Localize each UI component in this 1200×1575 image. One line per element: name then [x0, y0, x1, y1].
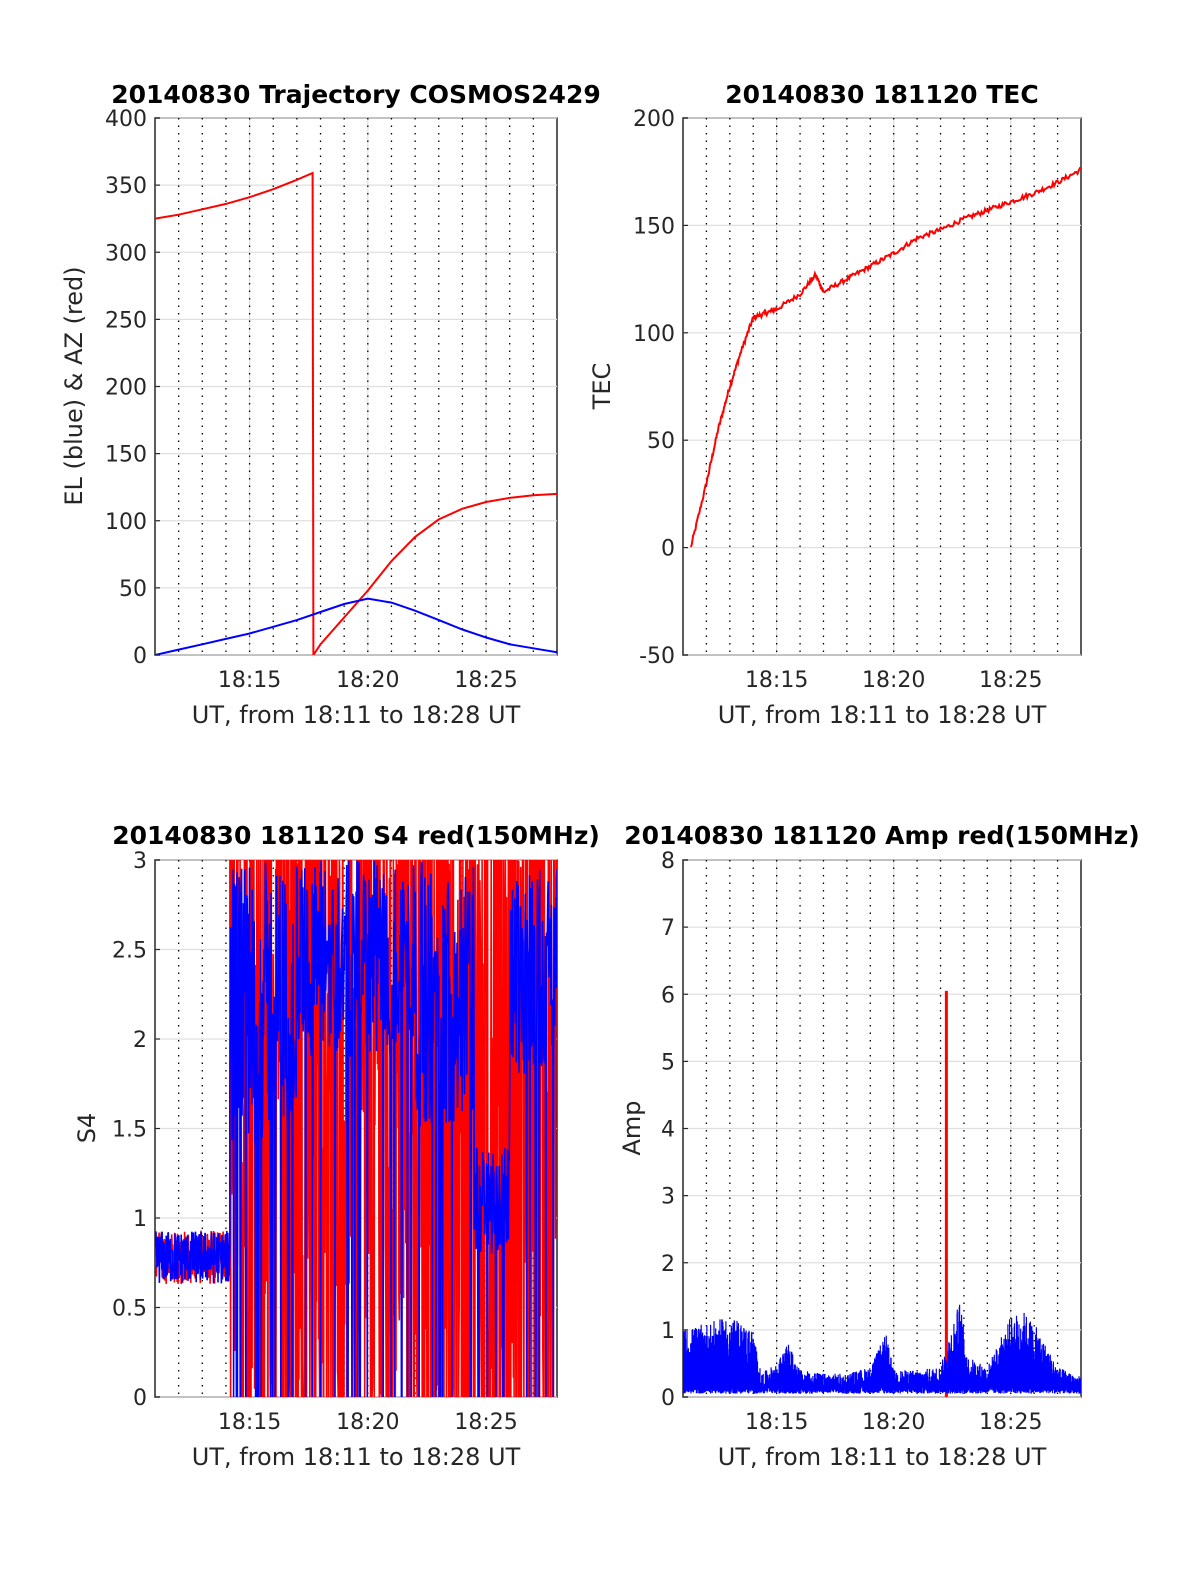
data-layer	[689, 166, 1081, 548]
x-tick-label: 18:15	[745, 1410, 808, 1435]
y-tick-label: 250	[105, 308, 147, 333]
y-tick-label: 4	[661, 1118, 675, 1143]
x-tick-label: 18:25	[979, 668, 1042, 693]
y-tick-label: 2.5	[112, 939, 147, 964]
series-line-blue	[155, 597, 557, 655]
y-tick-label: 0.5	[112, 1297, 147, 1322]
x-tick-label: 18:15	[745, 668, 808, 693]
x-tick-label: 18:20	[862, 1410, 925, 1435]
x-tick-label: 18:15	[218, 1410, 281, 1435]
chart-trajectory: 0 50 100 150 200 250 300 350 400 18:15 18:20 18:25 U…	[60, 80, 601, 729]
y-tick-label: 3	[661, 1185, 675, 1210]
y-axis-label: EL (blue) & AZ (red)	[60, 266, 88, 505]
x-tick-label: 18:20	[336, 1410, 399, 1435]
x-axis-label: UT, from 18:11 to 18:28 UT	[192, 1443, 521, 1471]
y-tick-label: 100	[105, 510, 147, 535]
y-tick-label: 50	[119, 577, 147, 602]
y-tick-label: 50	[647, 429, 675, 454]
chart-amp: 0 1 2 3 4 5 6 7 8 18:15 18:20 18:25 UT, from 18:11 t…	[618, 821, 1140, 1471]
chart-title: 20140830 181120 Amp red(150MHz)	[624, 821, 1140, 850]
y-tick-label: -50	[639, 644, 675, 669]
x-tick-label: 18:25	[979, 1410, 1042, 1435]
chart-title: 20140830 181120 S4 red(150MHz)	[112, 821, 600, 850]
y-tick-label: 1	[133, 1207, 147, 1232]
series-line-red	[689, 166, 1081, 548]
x-tick-label: 18:25	[454, 1410, 517, 1435]
y-tick-label: 5	[661, 1050, 675, 1075]
axes-box	[682, 117, 1082, 656]
y-axis-label: S4	[73, 1113, 101, 1144]
x-tick-label: 18:15	[218, 668, 281, 693]
y-tick-label: 2	[133, 1028, 147, 1053]
y-tick-label: 1	[661, 1319, 675, 1344]
y-tick-label: 0	[133, 644, 147, 669]
y-tick-label: 200	[633, 107, 675, 132]
x-axis-label: UT, from 18:11 to 18:28 UT	[718, 701, 1047, 729]
y-tick-label: 6	[661, 983, 675, 1008]
y-axis-label: TEC	[588, 363, 616, 411]
series-line-blue	[683, 1304, 1081, 1394]
x-tick-label: 18:25	[454, 668, 517, 693]
y-tick-label: 100	[633, 322, 675, 347]
y-tick-label: 300	[105, 241, 147, 266]
y-tick-label: 150	[105, 443, 147, 468]
y-tick-label: 0	[661, 537, 675, 562]
x-axis-label: UT, from 18:11 to 18:28 UT	[718, 1443, 1047, 1471]
data-layer	[155, 860, 557, 1397]
x-axis-label: UT, from 18:11 to 18:28 UT	[192, 701, 521, 729]
y-tick-label: 2	[661, 1252, 675, 1277]
x-tick-label: 18:20	[862, 668, 925, 693]
y-axis-label: Amp	[618, 1100, 646, 1155]
y-tick-label: 7	[661, 916, 675, 941]
y-tick-label: 150	[633, 214, 675, 239]
y-tick-label: 200	[105, 376, 147, 401]
chart-s4: 0 0.5 1 1.5 2 2.5 3 18:15 18:20 18:25 UT, from 18:…	[73, 821, 600, 1471]
chart-title: 20140830 181120 TEC	[725, 80, 1038, 109]
x-tick-label: 18:20	[336, 668, 399, 693]
chart-tec: -50 0 50 100 150 200 18:15 18:20 18:25 UT, from 1…	[588, 80, 1082, 729]
y-tick-label: 8	[661, 849, 675, 874]
y-tick-label: 400	[105, 107, 147, 132]
data-layer	[155, 171, 557, 655]
y-tick-label: 1.5	[112, 1118, 147, 1143]
y-tick-label: 0	[133, 1386, 147, 1411]
y-tick-label: 0	[661, 1386, 675, 1411]
y-tick-label: 350	[105, 174, 147, 199]
data-layer	[683, 990, 1081, 1397]
chart-title: 20140830 Trajectory COSMOS2429	[111, 80, 601, 109]
y-tick-label: 3	[133, 849, 147, 874]
series-line-blue	[155, 860, 557, 1397]
series-line-red	[155, 171, 557, 655]
